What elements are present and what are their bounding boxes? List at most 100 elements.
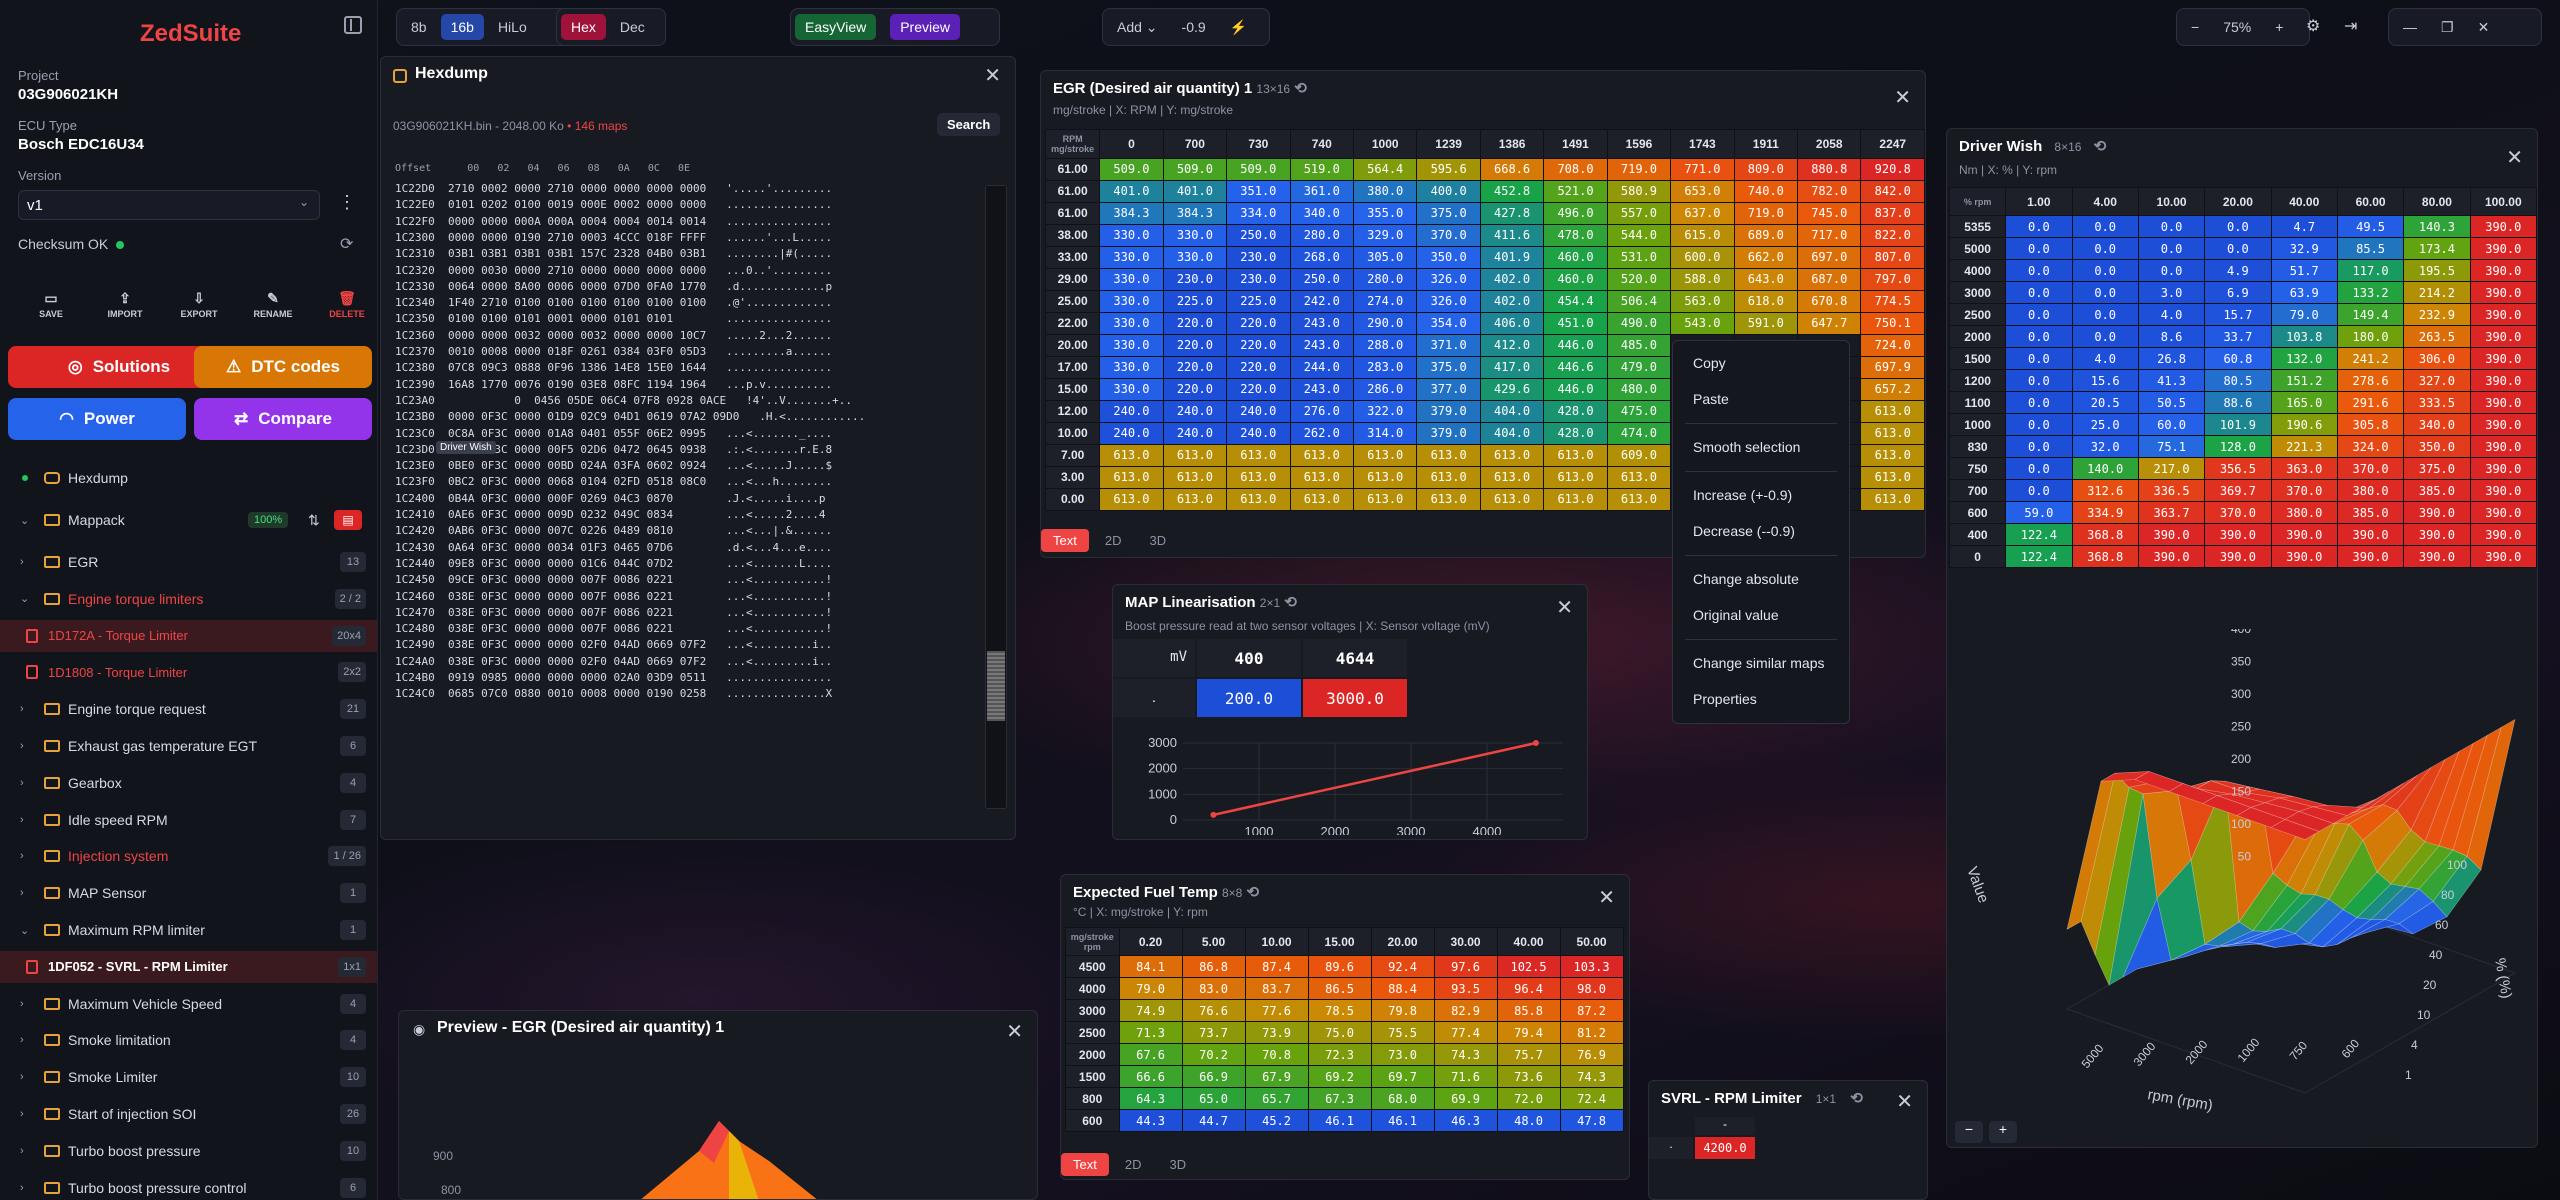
sync-icon[interactable]: ⟲ xyxy=(2093,138,2107,155)
map-cell[interactable]: 59.0 xyxy=(2005,501,2073,525)
map-cell[interactable]: 613.0 xyxy=(1543,465,1608,489)
map-cell[interactable]: 509.0 xyxy=(1226,157,1291,181)
add-value[interactable]: -0.9 xyxy=(1181,19,1206,35)
map-cell[interactable]: 241.2 xyxy=(2336,347,2405,371)
map-cell[interactable]: 69.2 xyxy=(1307,1065,1372,1089)
map-cell[interactable]: 390.0 xyxy=(2469,237,2537,261)
map-cell[interactable]: 350.0 xyxy=(1416,245,1481,269)
export-button[interactable]: ⇩ EXPORT xyxy=(162,290,236,319)
map-cell[interactable]: 0.0 xyxy=(2005,435,2073,459)
close-icon[interactable]: ✕ xyxy=(1894,87,1911,109)
mappack-nav[interactable]: ⌄ Mappack 100% ⇅ ▤ xyxy=(0,504,377,536)
refresh-checksum-icon[interactable]: ⟳ xyxy=(340,236,354,253)
map-cell[interactable]: 263.5 xyxy=(2403,325,2471,349)
map-cell[interactable]: 837.0 xyxy=(1860,201,1925,225)
close-icon[interactable]: ✕ xyxy=(1896,1091,1913,1113)
menu-copy[interactable]: Copy xyxy=(1693,355,1726,371)
map-cell[interactable]: 385.0 xyxy=(2403,479,2471,503)
map-cell[interactable]: 173.4 xyxy=(2403,237,2471,261)
map-cell[interactable]: 446.0 xyxy=(1543,333,1608,357)
fuel-temp-table[interactable]: mg/stroke rpm 0.20 5.00 10.00 15.00 20.00 30.0… xyxy=(1065,926,1624,1133)
map-cell[interactable]: 69.7 xyxy=(1370,1065,1435,1089)
map-cell[interactable]: 165.0 xyxy=(2270,391,2338,415)
map-cell[interactable]: 717.0 xyxy=(1797,223,1862,247)
map-cell[interactable]: 613.0 xyxy=(1543,487,1608,511)
map-cell[interactable]: 180.0 xyxy=(2336,325,2405,349)
map-cell[interactable]: 117.0 xyxy=(2336,259,2405,283)
map-cell[interactable]: 822.0 xyxy=(1860,223,1925,247)
sidebar-collapse-icon[interactable] xyxy=(344,16,362,34)
map-cell[interactable]: 647.7 xyxy=(1797,311,1862,335)
tree-item[interactable]: 1DF052 - SVRL - RPM Limiter 1x1 xyxy=(0,950,377,983)
map-cell[interactable]: 724.0 xyxy=(1860,333,1925,357)
map-cell[interactable]: 0.0 xyxy=(2071,237,2139,261)
map-cell[interactable]: 0.0 xyxy=(2005,457,2073,481)
map-cell[interactable]: 64.3 xyxy=(1118,1087,1183,1111)
close-icon[interactable]: ✕ xyxy=(984,65,1001,87)
hexdump-row[interactable]: 1C24B0 0919 0985 0000 0000 0000 02A0 03D… xyxy=(395,671,833,684)
map-cell[interactable]: 73.7 xyxy=(1181,1021,1246,1045)
map-cell[interactable]: 390.0 xyxy=(2469,391,2537,415)
version-select[interactable]: v1 ⌄ xyxy=(18,190,320,220)
menu-original-value[interactable]: Original value xyxy=(1693,607,1779,623)
map-cell[interactable]: 363.0 xyxy=(2270,457,2338,481)
map-cell[interactable]: 101.9 xyxy=(2204,413,2272,437)
map-cell[interactable]: 77.6 xyxy=(1244,999,1309,1023)
map-cell[interactable]: 103.8 xyxy=(2270,325,2338,349)
map-cell[interactable]: 613.0 xyxy=(1162,465,1228,489)
map-cell[interactable]: 83.7 xyxy=(1244,977,1309,1001)
map-cell[interactable]: 0.0 xyxy=(2005,303,2073,327)
hexdump-row[interactable]: 1C2380 07C8 09C3 0888 0F96 1386 14E8 15E… xyxy=(395,361,833,375)
map-cell[interactable]: 278.6 xyxy=(2336,369,2405,393)
map-cell[interactable]: 283.0 xyxy=(1352,355,1418,379)
map-cell[interactable]: 390.0 xyxy=(2270,523,2338,547)
minimize-icon[interactable]: — xyxy=(2403,19,2417,35)
hexdump-row[interactable]: 1C22F0 0000 0000 000A 000A 0004 0004 001… xyxy=(395,214,833,228)
map-cell[interactable]: 97.6 xyxy=(1433,955,1498,979)
map-cell[interactable]: 65.0 xyxy=(1181,1087,1246,1111)
map-cell[interactable]: 402.0 xyxy=(1479,289,1545,313)
map-cell[interactable]: 73.0 xyxy=(1370,1043,1435,1067)
map-cell[interactable]: 4.9 xyxy=(2204,259,2272,283)
map-cell[interactable]: 326.0 xyxy=(1416,267,1481,291)
map-cell[interactable]: 613.0 xyxy=(1543,443,1608,467)
map-cell[interactable]: 221.3 xyxy=(2270,435,2338,459)
map-cell[interactable]: 618.0 xyxy=(1733,289,1799,313)
add-select[interactable]: Add ⌄ xyxy=(1117,18,1158,35)
map-cell[interactable]: 797.0 xyxy=(1860,267,1925,291)
more-options-icon[interactable]: ⋮ xyxy=(338,192,356,212)
map-cell[interactable]: 220.0 xyxy=(1226,311,1291,335)
map-cell[interactable]: 390.0 xyxy=(2270,545,2338,569)
map-cell[interactable]: 33.7 xyxy=(2204,325,2272,349)
map-cell[interactable]: 687.0 xyxy=(1797,267,1862,291)
map-cell[interactable]: 225.0 xyxy=(1226,289,1291,313)
hexdump-row[interactable]: 1C2480 038E 0F3C 0000 0000 007F 0086 022… xyxy=(395,622,833,636)
compare-button[interactable]: ⇄ Compare xyxy=(194,398,372,440)
close-window-icon[interactable]: ✕ xyxy=(2477,18,2490,35)
map-cell[interactable]: 354.0 xyxy=(1416,311,1481,335)
menu-change-similar-maps[interactable]: Change similar maps xyxy=(1693,655,1825,671)
tree-item[interactable]: › Smoke limitation 4 xyxy=(0,1024,377,1056)
tree-item[interactable]: › Gearbox 4 xyxy=(0,767,377,799)
hexdump-search-button[interactable]: Search xyxy=(937,113,1001,136)
hexdump-row[interactable]: 1C24A0 038E 0F3C 0000 0000 02F0 04AD 066… xyxy=(395,654,833,668)
map-cell[interactable]: 406.0 xyxy=(1479,311,1545,335)
map-cell[interactable]: 390.0 xyxy=(2137,523,2206,547)
hexdump-row[interactable]: 1C2310 03B1 03B1 03B1 03B1 157C 2328 04B… xyxy=(395,247,833,261)
map-cell[interactable]: 460.0 xyxy=(1543,267,1608,291)
hexdump-row[interactable]: 1C2450 09CE 0F3C 0000 0000 007F 0086 022… xyxy=(395,573,833,587)
map-cell[interactable]: 613.0 xyxy=(1479,487,1545,511)
map-cell[interactable]: 240.0 xyxy=(1162,399,1228,423)
map-cell[interactable]: 390.0 xyxy=(2469,457,2537,481)
map-cell[interactable]: 809.0 xyxy=(1733,157,1799,181)
tree-item[interactable]: › MAP Sensor 1 xyxy=(0,877,377,909)
map-cell[interactable]: 240.0 xyxy=(1162,421,1228,445)
map-cell[interactable]: 86.5 xyxy=(1307,977,1372,1001)
map-cell[interactable]: 0.0 xyxy=(2005,281,2073,305)
map-cell[interactable]: 740.0 xyxy=(1733,179,1799,203)
map-cell[interactable]: 384.3 xyxy=(1162,201,1228,225)
map-cell[interactable]: 380.0 xyxy=(1352,179,1418,203)
map-cell[interactable]: 613.0 xyxy=(1860,421,1925,445)
hexdump-row[interactable]: 1C23A0 0 0456 05DE 06C4 07F8 0928 0ACE !… xyxy=(395,393,852,407)
map-cell[interactable]: 276.0 xyxy=(1289,399,1354,423)
